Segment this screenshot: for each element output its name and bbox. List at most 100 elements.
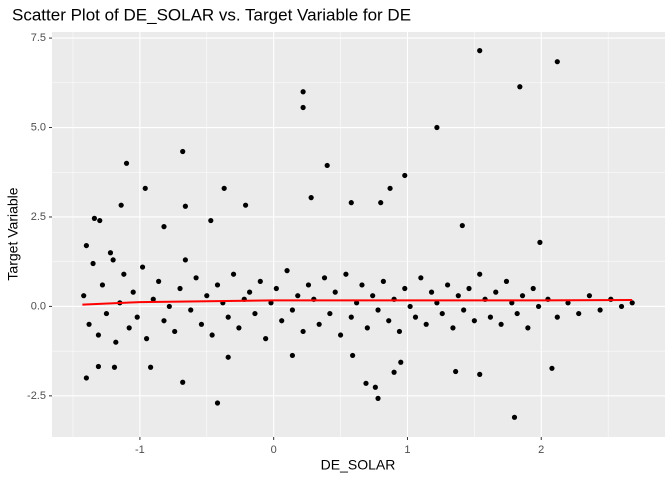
point: [576, 310, 582, 317]
point: [477, 371, 483, 377]
point: [554, 314, 560, 320]
point: [348, 200, 354, 206]
point: [375, 395, 381, 401]
point: [182, 257, 188, 263]
point: [378, 200, 384, 206]
x-tick-label: 2: [538, 444, 544, 456]
point: [455, 293, 461, 299]
point: [130, 289, 136, 295]
point: [95, 332, 102, 338]
point: [453, 368, 459, 375]
point: [498, 321, 504, 327]
point: [327, 310, 333, 317]
point: [295, 293, 301, 299]
point: [445, 282, 451, 288]
point: [225, 314, 231, 320]
panel: [52, 32, 665, 437]
point: [412, 314, 419, 320]
point: [466, 285, 472, 292]
point: [434, 300, 440, 306]
point: [257, 278, 263, 284]
point: [143, 336, 150, 342]
point: [142, 185, 148, 191]
point: [118, 202, 124, 208]
point: [123, 160, 130, 166]
point: [95, 363, 102, 370]
point: [618, 303, 625, 310]
point: [359, 282, 365, 288]
point: [370, 293, 376, 299]
point: [364, 325, 370, 331]
point: [208, 217, 214, 224]
point: [110, 257, 116, 263]
point: [324, 162, 330, 169]
point: [166, 303, 172, 310]
point: [273, 285, 279, 292]
point: [398, 359, 404, 365]
x-tick-label: -1: [135, 444, 145, 456]
point: [150, 296, 156, 302]
point: [380, 278, 386, 284]
x-tick-label: 0: [271, 444, 277, 456]
point: [586, 293, 593, 299]
point: [450, 325, 456, 331]
point: [91, 215, 98, 222]
chart-title: Scatter Plot of DE_SOLAR vs. Target Vari…: [12, 5, 411, 24]
point: [111, 364, 118, 370]
point: [209, 332, 215, 338]
point: [391, 369, 397, 375]
point: [396, 328, 403, 335]
point: [180, 148, 186, 155]
point: [316, 321, 322, 327]
point: [204, 293, 210, 299]
point: [156, 278, 162, 284]
point: [459, 222, 465, 229]
point: [147, 364, 154, 370]
point: [402, 172, 408, 179]
x-axis-label: DE_SOLAR: [321, 457, 396, 473]
point: [350, 352, 356, 359]
x-tick-label: 1: [404, 444, 410, 456]
point: [332, 289, 338, 295]
y-tick-label: 5.0: [31, 121, 46, 133]
point: [308, 195, 314, 201]
point: [121, 271, 127, 277]
point: [83, 375, 89, 381]
point: [182, 203, 188, 209]
point: [363, 380, 369, 386]
point: [337, 332, 344, 338]
point: [134, 314, 140, 320]
point: [428, 289, 435, 295]
y-tick-label: 2.5: [31, 211, 46, 223]
point: [629, 300, 635, 306]
point: [407, 303, 413, 310]
point: [423, 321, 429, 327]
point: [90, 260, 96, 267]
y-tick-label: 0.0: [31, 300, 46, 312]
point: [514, 310, 520, 317]
y-tick-label: 7.5: [31, 32, 46, 44]
point: [252, 310, 258, 317]
point: [103, 310, 110, 317]
point: [354, 300, 360, 306]
point: [386, 318, 392, 324]
point: [387, 185, 393, 191]
point: [214, 400, 221, 406]
point: [284, 268, 290, 274]
point: [530, 285, 536, 292]
point: [549, 365, 555, 371]
point: [300, 104, 306, 111]
point: [554, 59, 560, 65]
point: [517, 84, 523, 90]
point: [477, 271, 483, 277]
point: [525, 325, 531, 331]
point: [225, 354, 231, 360]
point: [263, 336, 269, 342]
point: [300, 328, 306, 335]
point: [471, 318, 477, 324]
point: [221, 185, 227, 191]
point: [434, 124, 440, 131]
point: [535, 303, 542, 310]
